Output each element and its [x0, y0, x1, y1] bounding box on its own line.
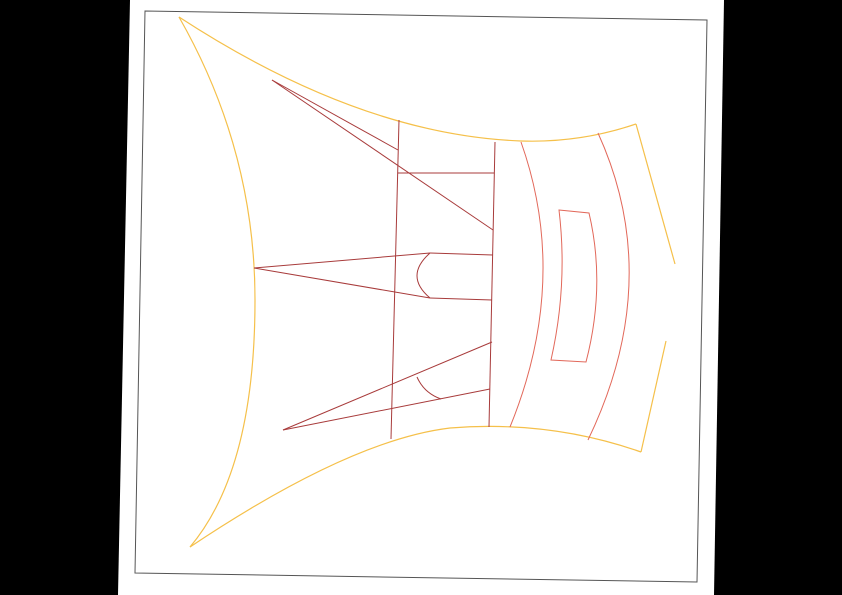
outer-outline — [178, 16, 676, 548]
inner-rect — [550, 209, 598, 363]
upper-wedge-bottom — [271, 79, 494, 231]
drawing-frame — [134, 10, 708, 583]
middle-wedge-bottom — [253, 267, 431, 299]
inner-structure — [253, 79, 496, 440]
curve-left — [509, 141, 544, 428]
outer-right-upper — [635, 123, 676, 265]
paper-sheet — [118, 0, 724, 595]
lower-wedge-bottom — [282, 388, 491, 431]
outer-top-curve — [178, 16, 637, 142]
vertical-line-left — [390, 119, 400, 440]
upper-wedge-top — [271, 79, 399, 151]
lower-wedge-arc — [416, 376, 442, 400]
outer-left-curve — [178, 16, 256, 548]
middle-tab-arc — [416, 252, 431, 299]
vertical-line-right — [488, 141, 496, 428]
middle-wedge-top — [253, 252, 431, 269]
lower-wedge-top — [282, 341, 493, 431]
outer-bottom-curve — [189, 425, 642, 548]
middle-tab-bottom — [429, 297, 493, 301]
inner-curves — [509, 132, 630, 441]
curve-right — [587, 132, 630, 441]
outer-right-lower — [640, 340, 667, 453]
middle-tab-top — [429, 252, 494, 256]
